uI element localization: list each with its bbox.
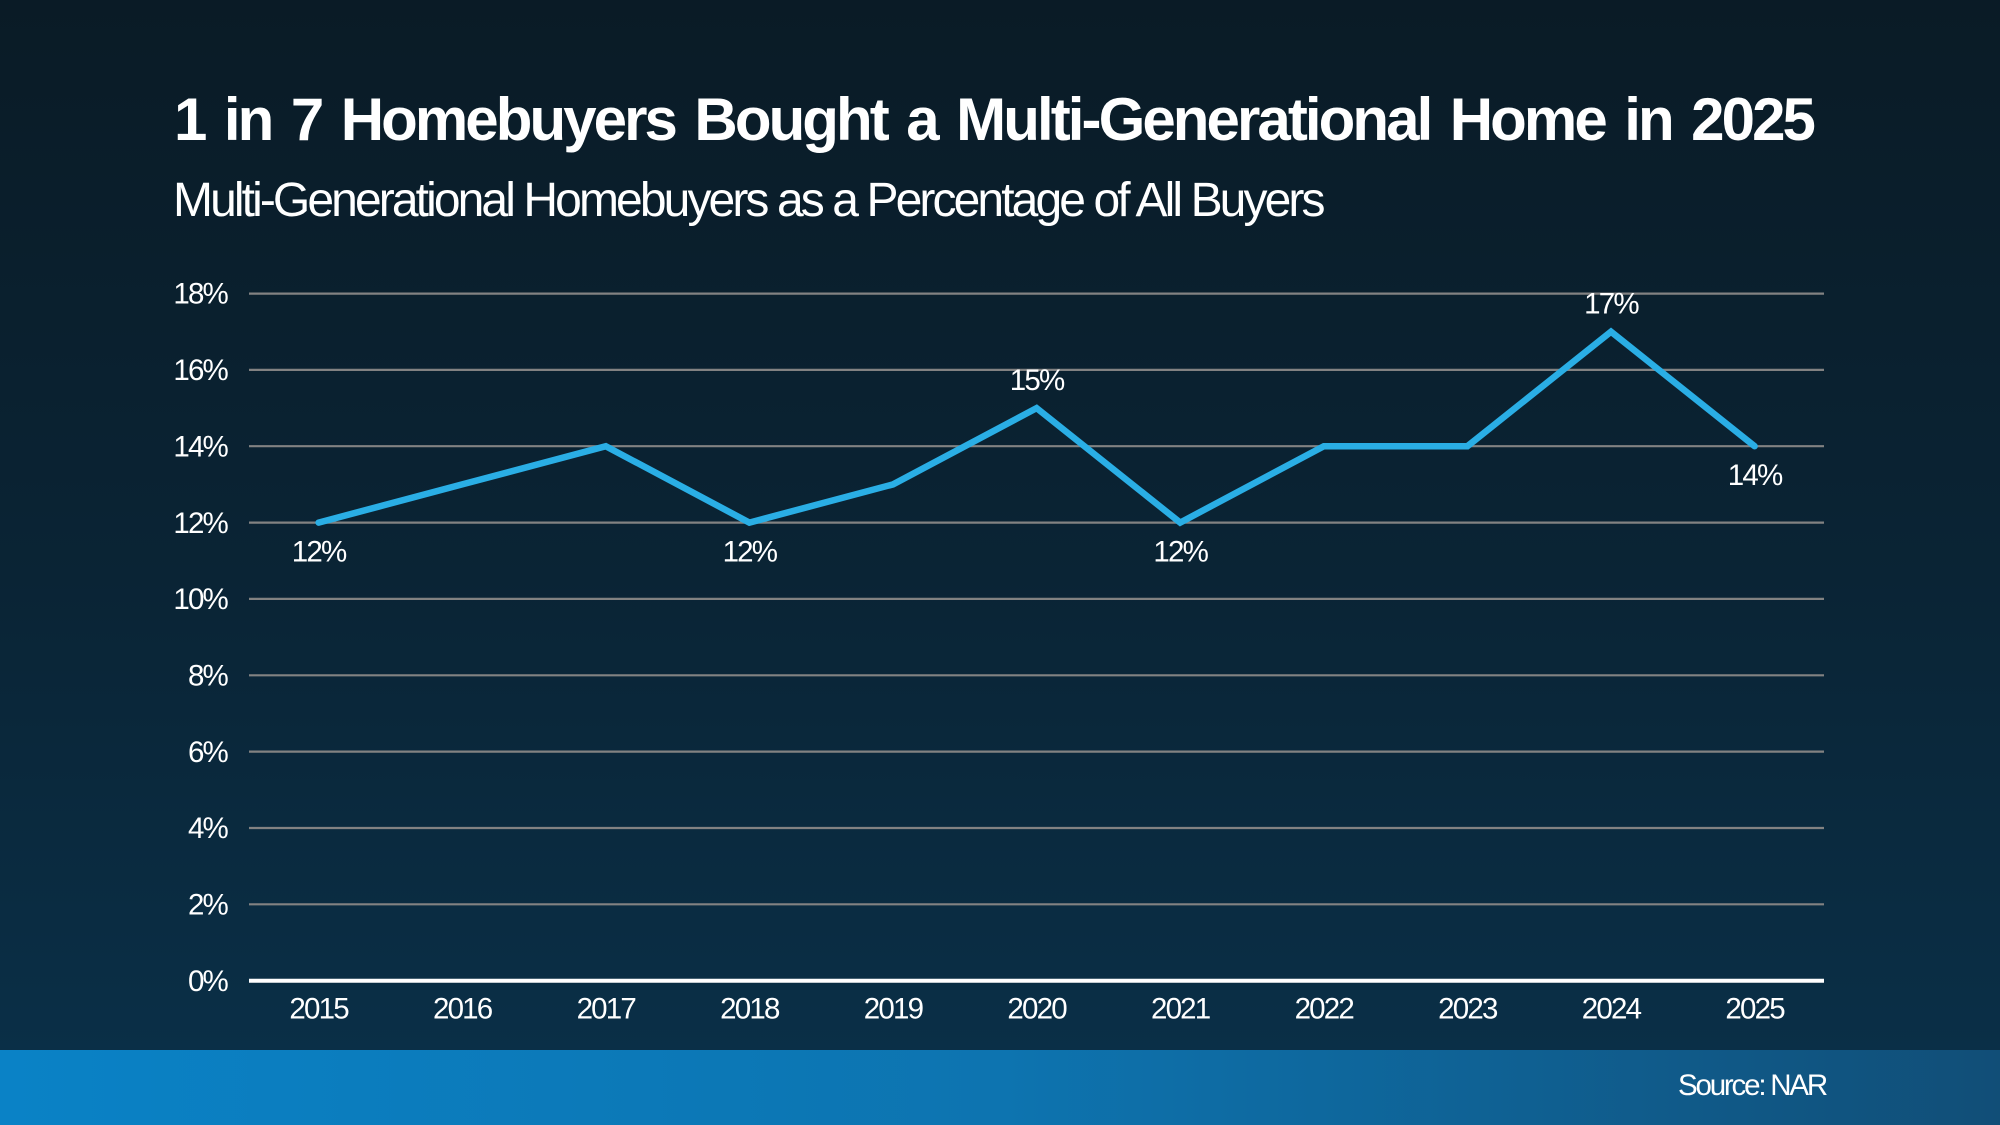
svg-text:6%: 6% (188, 736, 229, 769)
svg-text:12%: 12% (292, 536, 347, 569)
svg-text:12%: 12% (173, 507, 228, 540)
svg-text:15%: 15% (1010, 364, 1065, 397)
svg-text:Source: NAR: Source: NAR (1678, 1069, 1827, 1102)
svg-text:2020: 2020 (1007, 993, 1067, 1026)
svg-text:2018: 2018 (720, 993, 780, 1026)
svg-text:2022: 2022 (1295, 993, 1354, 1026)
svg-text:0%: 0% (188, 965, 229, 998)
svg-text:17%: 17% (1584, 288, 1639, 321)
svg-text:4%: 4% (188, 812, 229, 845)
svg-text:14%: 14% (173, 430, 228, 463)
svg-text:2015: 2015 (289, 993, 349, 1026)
svg-text:1 in 7 Homebuyers Bought a Mul: 1 in 7 Homebuyers Bought a Multi-Generat… (174, 86, 1815, 153)
svg-text:2023: 2023 (1438, 993, 1498, 1026)
svg-text:12%: 12% (723, 536, 778, 569)
svg-text:12%: 12% (1153, 536, 1208, 569)
svg-text:14%: 14% (1728, 459, 1783, 492)
svg-text:2019: 2019 (864, 993, 924, 1026)
svg-text:2025: 2025 (1725, 993, 1785, 1026)
svg-text:Multi-Generational Homebuyers: Multi-Generational Homebuyers as a Perce… (173, 174, 1324, 227)
svg-text:2017: 2017 (577, 993, 636, 1026)
svg-text:2021: 2021 (1151, 993, 1210, 1026)
svg-text:10%: 10% (173, 583, 228, 616)
svg-text:2016: 2016 (433, 993, 493, 1026)
svg-text:2024: 2024 (1582, 993, 1642, 1026)
svg-text:8%: 8% (188, 660, 229, 693)
svg-text:16%: 16% (173, 354, 228, 387)
svg-text:18%: 18% (173, 278, 228, 311)
svg-text:2%: 2% (188, 889, 229, 922)
